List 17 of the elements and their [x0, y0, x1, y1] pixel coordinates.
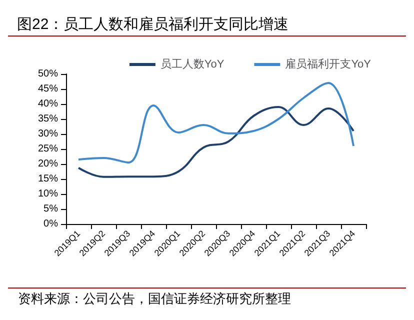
y-tick-label: 5% — [44, 204, 58, 214]
y-tick-label: 30% — [38, 128, 58, 140]
y-tick-label: 25% — [38, 144, 58, 154]
line-series — [78, 82, 354, 164]
text: 资料来源：公司公告，国信证券经济研究所整理 — [18, 291, 291, 306]
line-series — [78, 106, 354, 178]
legend-label: 雇员福利开支YoY — [285, 58, 372, 70]
y-tick-label: 0% — [44, 218, 58, 230]
legend-label: 员工人数YoY — [160, 58, 225, 70]
y-tick-label: 40% — [38, 98, 58, 110]
y-tick-label: 50% — [38, 68, 58, 80]
chart-title: 图22：员工人数和雇员福利开支同比增速 — [17, 16, 289, 33]
y-tick-label: 45% — [38, 84, 58, 94]
y-tick-label: 20% — [38, 158, 58, 170]
y-tick-label: 35% — [38, 114, 58, 124]
y-tick-label: 10% — [38, 188, 58, 200]
y-tick-label: 15% — [38, 174, 58, 184]
